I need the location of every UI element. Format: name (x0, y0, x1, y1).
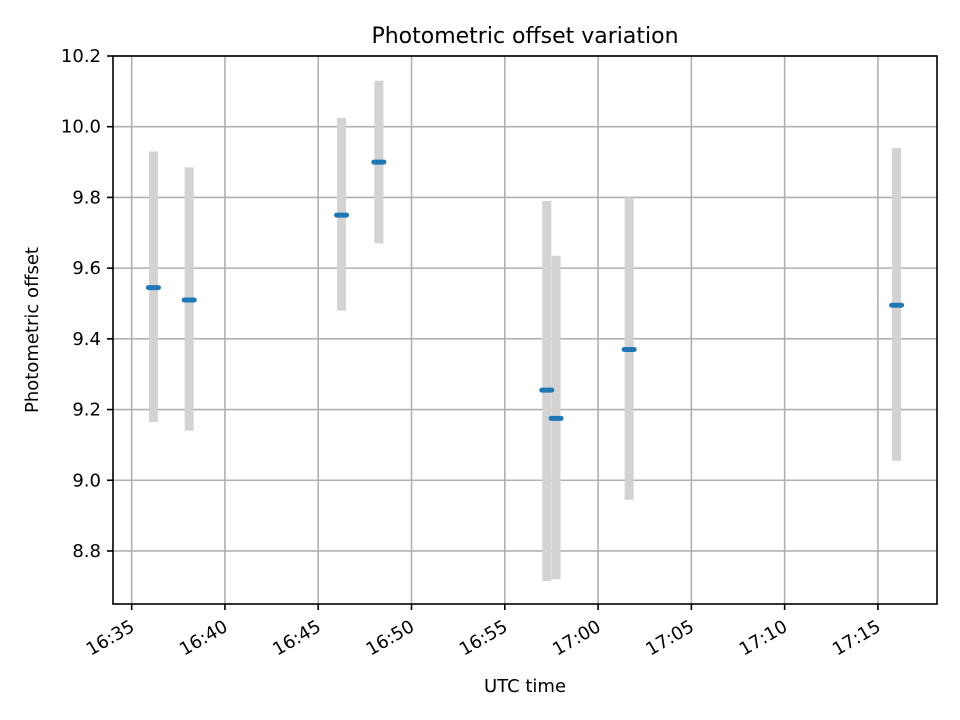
x-tick-label: 16:55 (456, 616, 511, 660)
grid-layer (113, 55, 937, 604)
x-tick-label: 16:35 (83, 616, 138, 660)
y-axis-label: Photometric offset (22, 247, 43, 413)
x-axis-label: UTC time (484, 676, 566, 697)
y-tick-label: 10.0 (61, 117, 101, 138)
x-tick-label: 16:45 (269, 616, 324, 660)
errorbar-layer (148, 80, 902, 582)
y-tick-label: 9.2 (72, 400, 101, 421)
y-tick-label: 9.4 (72, 329, 101, 350)
x-tick-label: 17:05 (642, 616, 697, 660)
chart-title: Photometric offset variation (371, 24, 678, 49)
x-tick-label: 17:10 (736, 616, 791, 660)
y-tick-label: 8.8 (72, 541, 101, 562)
x-tick-label: 17:00 (549, 616, 604, 660)
axes-frame (112, 55, 938, 605)
y-tick-label: 9.0 (72, 470, 101, 491)
x-tick-label: 16:50 (363, 616, 418, 660)
y-tick-label: 9.6 (72, 258, 101, 279)
y-axis-ticks: 8.8 9.0 9.2 9.4 9.6 9.8 10.0 10.2 (61, 46, 113, 562)
x-tick-label: 16:40 (176, 616, 231, 660)
y-tick-label: 10.2 (61, 46, 101, 67)
x-tick-label: 17:15 (829, 616, 884, 660)
marker-layer (145, 159, 905, 421)
y-tick-label: 9.8 (72, 187, 101, 208)
x-axis-ticks: 16:35 16:40 16:45 16:50 16:55 17:00 17:05 17:10… (83, 604, 884, 660)
